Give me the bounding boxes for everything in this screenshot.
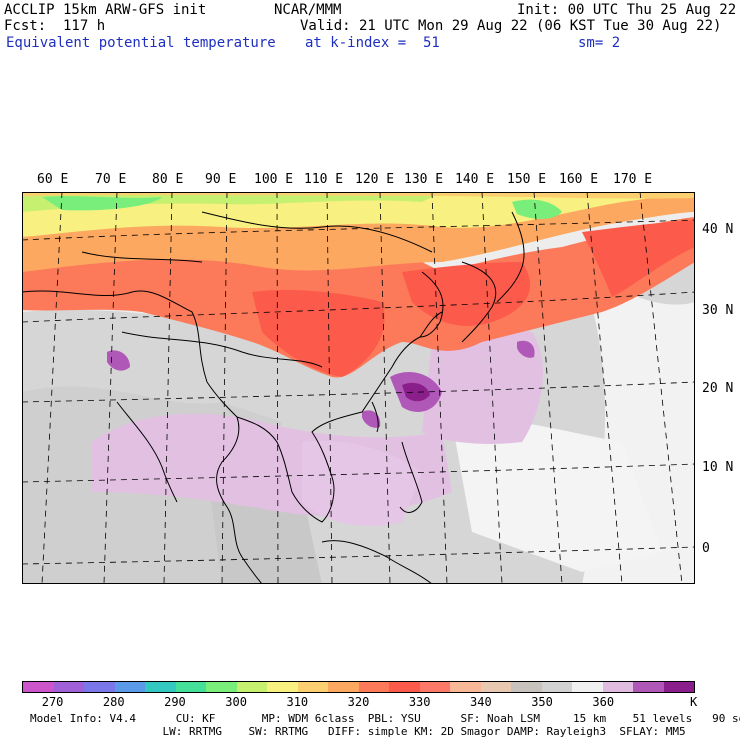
purple-taiwan xyxy=(362,410,381,428)
colorbar-swatch xyxy=(23,682,54,692)
green-npac xyxy=(512,199,562,219)
red-core-china xyxy=(252,290,385,377)
lon-label: 170 E xyxy=(613,172,653,187)
center-label: NCAR/MMM xyxy=(274,2,342,18)
colorbar-tick-label: 300 xyxy=(225,695,247,709)
green-band xyxy=(42,196,162,211)
smoothing-label: sm= 2 xyxy=(578,35,621,51)
colorbar-swatch xyxy=(480,682,511,692)
colorbar-swatch xyxy=(267,682,298,692)
init-time: Init: 00 UTC Thu 25 Aug 22 xyxy=(517,2,737,18)
colorbar-swatch xyxy=(358,682,389,692)
colorbar-swatch xyxy=(175,682,206,692)
purple-philippine-sea xyxy=(422,327,543,444)
colorbar-swatch xyxy=(419,682,450,692)
colorbar-swatch xyxy=(297,682,328,692)
colorbar-tick-label: 330 xyxy=(408,695,431,709)
lon-label: 60 E xyxy=(37,172,69,187)
colorbar-unit: K xyxy=(690,695,698,709)
colorbar-swatch xyxy=(328,682,359,692)
lat-label: 10 N xyxy=(702,460,734,475)
field-name: Equivalent potential temperature xyxy=(6,35,276,51)
lat-label: 30 N xyxy=(702,303,734,318)
colorbar-tick-label: 310 xyxy=(286,695,309,709)
red-core-npac xyxy=(582,220,695,297)
lon-label: 130 E xyxy=(404,172,444,187)
lat-label: 0 xyxy=(702,541,710,556)
colorbar-tick-label: 290 xyxy=(164,695,186,709)
lon-label: 70 E xyxy=(95,172,127,187)
colorbar-tick-label: 350 xyxy=(531,695,553,709)
colorbar-swatch xyxy=(663,682,694,692)
colorbar-swatch xyxy=(53,682,84,692)
valid-time: Valid: 21 UTC Mon 29 Aug 22 (06 KST Tue … xyxy=(300,18,722,34)
forecast-hour: Fcst: 117 h xyxy=(4,18,106,34)
lon-label: 150 E xyxy=(507,172,547,187)
lon-label: 160 E xyxy=(559,172,599,187)
colorbar-tick-label: 270 xyxy=(41,695,64,709)
purple-tibet xyxy=(107,350,130,371)
map-frame xyxy=(22,192,695,584)
model-info-line1: Model Info: V4.4 CU: KF MP: WDM 6class P… xyxy=(30,712,740,725)
model-info-line2: LW: RRTMG SW: RRTMG DIFF: simple KM: 2D … xyxy=(30,725,686,738)
colorbar xyxy=(22,681,695,693)
lon-label: 110 E xyxy=(304,172,344,187)
colorbar-tick-label: 340 xyxy=(470,695,492,709)
colorbar-tick-label: 360 xyxy=(592,695,615,709)
colorbar-tick-label: 280 xyxy=(102,695,125,709)
colorbar-swatch xyxy=(206,682,237,692)
purple-core-dark xyxy=(402,382,430,402)
level-label: at k-index = 51 xyxy=(305,35,440,51)
lat-label: 20 N xyxy=(702,381,734,396)
lon-label: 90 E xyxy=(205,172,237,187)
colorbar-swatch xyxy=(633,682,664,692)
lon-label: 120 E xyxy=(355,172,395,187)
purple-east xyxy=(517,340,535,358)
graticule xyxy=(22,192,695,584)
colorbar-swatch xyxy=(236,682,267,692)
colorbar-swatch xyxy=(450,682,481,692)
coastlines xyxy=(22,211,525,584)
lon-label: 100 E xyxy=(254,172,294,187)
green-light-band xyxy=(22,192,442,212)
red-core-korea-japan xyxy=(402,262,531,326)
colorbar-swatch xyxy=(389,682,420,692)
colorbar-swatch xyxy=(114,682,145,692)
lon-label: 140 E xyxy=(455,172,495,187)
colorbar-swatch xyxy=(84,682,115,692)
theta-e-map xyxy=(22,192,695,584)
colorbar-swatch xyxy=(145,682,176,692)
orange-top xyxy=(22,192,695,199)
wpac-white xyxy=(452,419,662,572)
colorbar-swatch xyxy=(602,682,633,692)
colorbar-swatch xyxy=(511,682,542,692)
colorbar-tick-label: 320 xyxy=(347,695,370,709)
model-title: ACCLIP 15km ARW-GFS init xyxy=(4,2,207,18)
lon-label: 80 E xyxy=(152,172,184,187)
colorbar-swatch xyxy=(572,682,603,692)
colorbar-swatch xyxy=(541,682,572,692)
lat-label: 40 N xyxy=(702,222,734,237)
